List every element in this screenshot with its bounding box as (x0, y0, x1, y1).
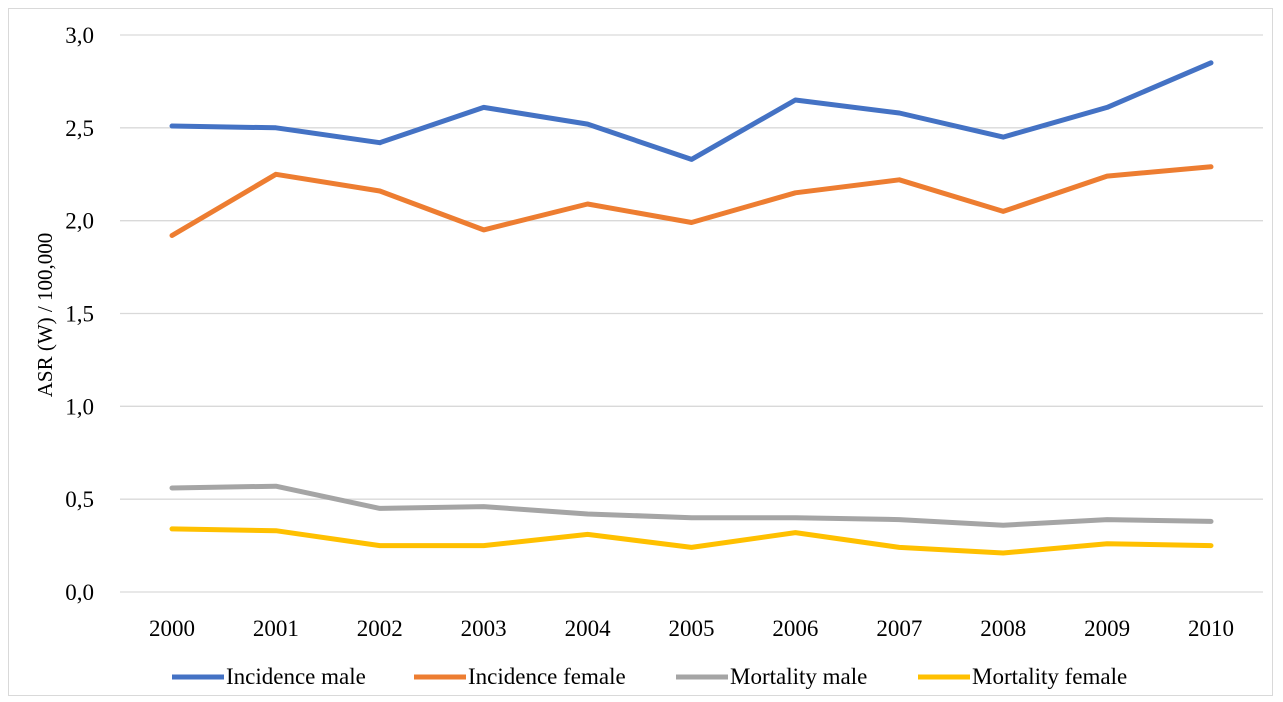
series-line-4 (169, 526, 1214, 556)
x-tick-label: 2009 (1084, 616, 1130, 641)
gridlines (120, 34, 1263, 593)
x-tick-label: 2010 (1188, 616, 1234, 641)
x-tick-label: 2007 (876, 616, 922, 641)
x-tick-label: 2005 (669, 616, 715, 641)
x-tick-label: 2000 (149, 616, 195, 641)
x-tick-label: 2008 (980, 616, 1026, 641)
y-tick-label: 1,0 (65, 394, 94, 419)
legend-label: Incidence female (468, 664, 626, 689)
y-tick-labels: 0,0 0,5 1,0 1,5 2,0 2,5 3,0 (65, 23, 94, 605)
y-tick-label: 0,0 (65, 580, 94, 605)
series-line-1 (169, 60, 1214, 162)
series-line-3 (169, 483, 1214, 528)
legend-label: Mortality female (972, 664, 1127, 689)
x-tick-label: 2003 (461, 616, 507, 641)
x-tick-label: 2001 (253, 616, 299, 641)
y-axis-title: ASR (W) / 100,000 (33, 233, 57, 398)
legend: Incidence male Incidence female Mortality … (172, 664, 1127, 689)
y-tick-label: 0,5 (65, 487, 94, 512)
y-tick-label: 3,0 (65, 23, 94, 48)
y-tick-label: 2,5 (65, 116, 94, 141)
x-tick-label: 2002 (357, 616, 403, 641)
x-tick-label: 2004 (565, 616, 612, 641)
y-tick-label: 2,0 (65, 209, 94, 234)
y-tick-label: 1,5 (65, 302, 94, 327)
legend-label: Mortality male (730, 664, 867, 689)
x-tick-label: 2006 (772, 616, 818, 641)
x-tick-labels: 2000 2001 2002 2003 2004 2005 2006 2007 2008 2009… (149, 616, 1234, 641)
series-line-2 (169, 164, 1214, 238)
series-lines (169, 60, 1214, 556)
legend-label: Incidence male (226, 664, 366, 689)
